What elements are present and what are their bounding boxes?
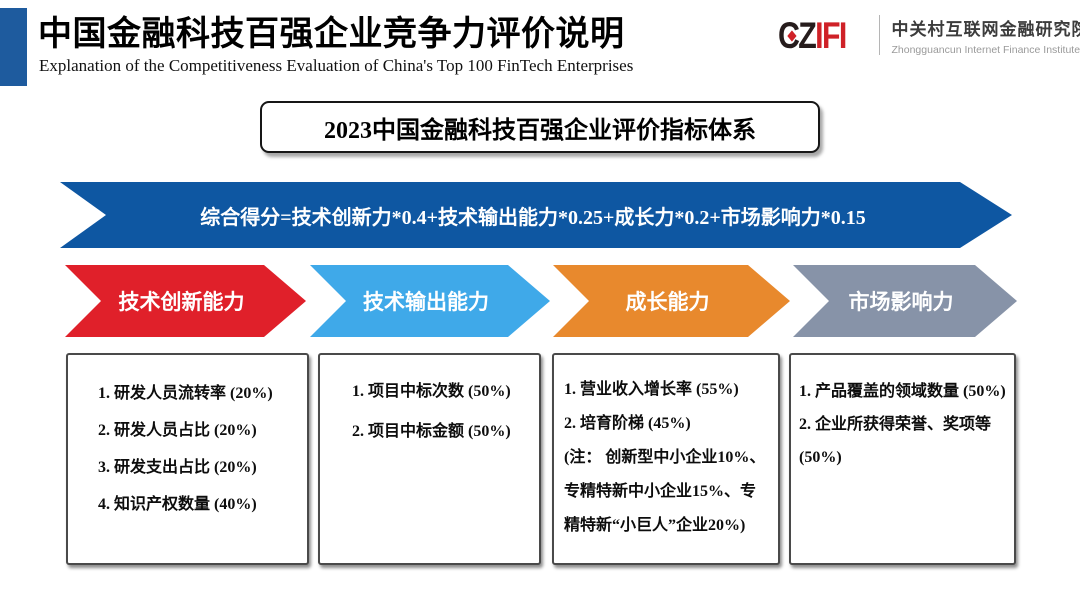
- indicator-item: 2. 项目中标金额 (50%): [352, 423, 511, 440]
- dimension-label: 市场影响力: [848, 291, 954, 314]
- logo-wordmark: CZIFI: [778, 14, 847, 56]
- logo-divider: [878, 15, 880, 55]
- indicator-item: 2. 研发人员占比 (20%): [98, 422, 257, 439]
- indicator-item: 3. 研发支出占比 (20%): [98, 459, 257, 476]
- indicator-item: 1. 营业收入增长率 (55%): [564, 381, 739, 398]
- indicator-item: 1. 项目中标次数 (50%): [352, 383, 511, 400]
- dimension-arrow-tech-output: 技术输出能力: [310, 265, 550, 337]
- indicator-box-growth: 1. 营业收入增长率 (55%) 2. 培育阶梯 (45%) (注： 创新型中小…: [552, 353, 780, 565]
- indicator-item: 1. 产品覆盖的领域数量 (50%): [799, 383, 1006, 400]
- logo-wordmark-cz: CZ: [778, 15, 817, 56]
- indicator-box-tech-innovation: 1. 研发人员流转率 (20%) 2. 研发人员占比 (20%) 3. 研发支出…: [66, 353, 309, 565]
- dimension-label: 成长能力: [625, 291, 710, 314]
- index-system-title: 2023中国金融科技百强企业评价指标体系: [324, 117, 756, 144]
- indicator-item: 4. 知识产权数量 (40%): [98, 496, 257, 513]
- org-logo: CZIFI 中关村互联网金融研究院 Zhongguancun Internet …: [778, 10, 1080, 60]
- dimension-arrow-market-influence: 市场影响力: [793, 265, 1017, 337]
- logo-wordmark-ifi: IFI: [815, 14, 847, 56]
- indicator-item: 精特新“小巨人”企业20%): [564, 517, 746, 534]
- indicator-item: 1. 研发人员流转率 (20%): [98, 385, 273, 402]
- indicator-item: (注： 创新型中小企业10%、: [564, 449, 766, 466]
- page-subtitle: Explanation of the Competitiveness Evalu…: [39, 56, 634, 75]
- logo-org-name-cn: 中关村互联网金融研究院: [891, 19, 1080, 39]
- title-accent-bar: [0, 8, 27, 86]
- formula-banner: 综合得分=技术创新力*0.4+技术输出能力*0.25+成长力*0.2+市场影响力…: [60, 182, 1012, 248]
- dimension-arrow-tech-innovation: 技术创新能力: [65, 265, 306, 337]
- dimension-label: 技术输出能力: [363, 291, 489, 314]
- logo-org-names: 中关村互联网金融研究院 Zhongguancun Internet Financ…: [892, 15, 1080, 56]
- indicator-item: 2. 企业所获得荣誉、奖项等: [799, 416, 992, 433]
- indicator-item: 2. 培育阶梯 (45%): [564, 415, 691, 432]
- indicator-box-market-influence: 1. 产品覆盖的领域数量 (50%) 2. 企业所获得荣誉、奖项等 (50%): [789, 353, 1016, 565]
- formula-text: 综合得分=技术创新力*0.4+技术输出能力*0.25+成长力*0.2+市场影响力…: [200, 206, 866, 229]
- page-title: 中国金融科技百强企业竞争力评价说明: [38, 15, 625, 53]
- logo-org-name-en: Zhongguancun Internet Finance Institute: [891, 43, 1080, 56]
- indicator-item: (50%): [799, 449, 842, 466]
- indicator-box-tech-output: 1. 项目中标次数 (50%) 2. 项目中标金额 (50%): [318, 353, 541, 565]
- dimension-label: 技术创新能力: [118, 291, 245, 314]
- indicator-item: 专精特新中小企业15%、专: [564, 483, 757, 500]
- dimension-arrow-growth: 成长能力: [553, 265, 790, 337]
- index-system-title-box: 2023中国金融科技百强企业评价指标体系: [260, 101, 820, 153]
